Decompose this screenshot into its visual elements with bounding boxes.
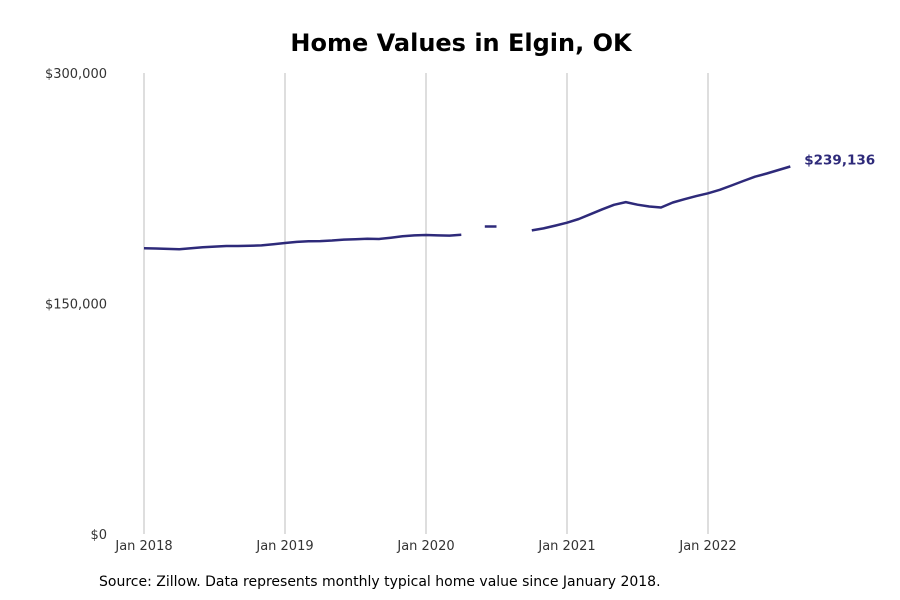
- x-tick-label: Jan 2019: [255, 539, 313, 554]
- series-0-segment-2: [531, 165, 791, 232]
- x-tick-label: Jan 2021: [537, 539, 595, 554]
- x-axis-ticks: Jan 2018 Jan 2019 Jan 2020 Jan 2021 Jan 2022: [114, 539, 736, 554]
- y-tick-label: $0: [90, 528, 107, 543]
- y-tick-label: $300,000: [45, 67, 107, 82]
- y-axis-ticks: $0 $150,000 $300,000: [45, 67, 107, 543]
- end-value-label: $239,136: [804, 153, 875, 169]
- source-note: Source: Zillow. Data represents monthly …: [99, 574, 661, 590]
- series-lines: [143, 165, 791, 251]
- x-tick-label: Jan 2018: [114, 539, 172, 554]
- y-tick-label: $150,000: [45, 298, 107, 313]
- grid-lines: [143, 73, 709, 534]
- x-tick-label: Jan 2022: [678, 539, 736, 554]
- chart-title: Home Values in Elgin, OK: [290, 29, 633, 57]
- series-0-segment-0: [143, 233, 462, 251]
- x-tick-label: Jan 2020: [396, 539, 454, 554]
